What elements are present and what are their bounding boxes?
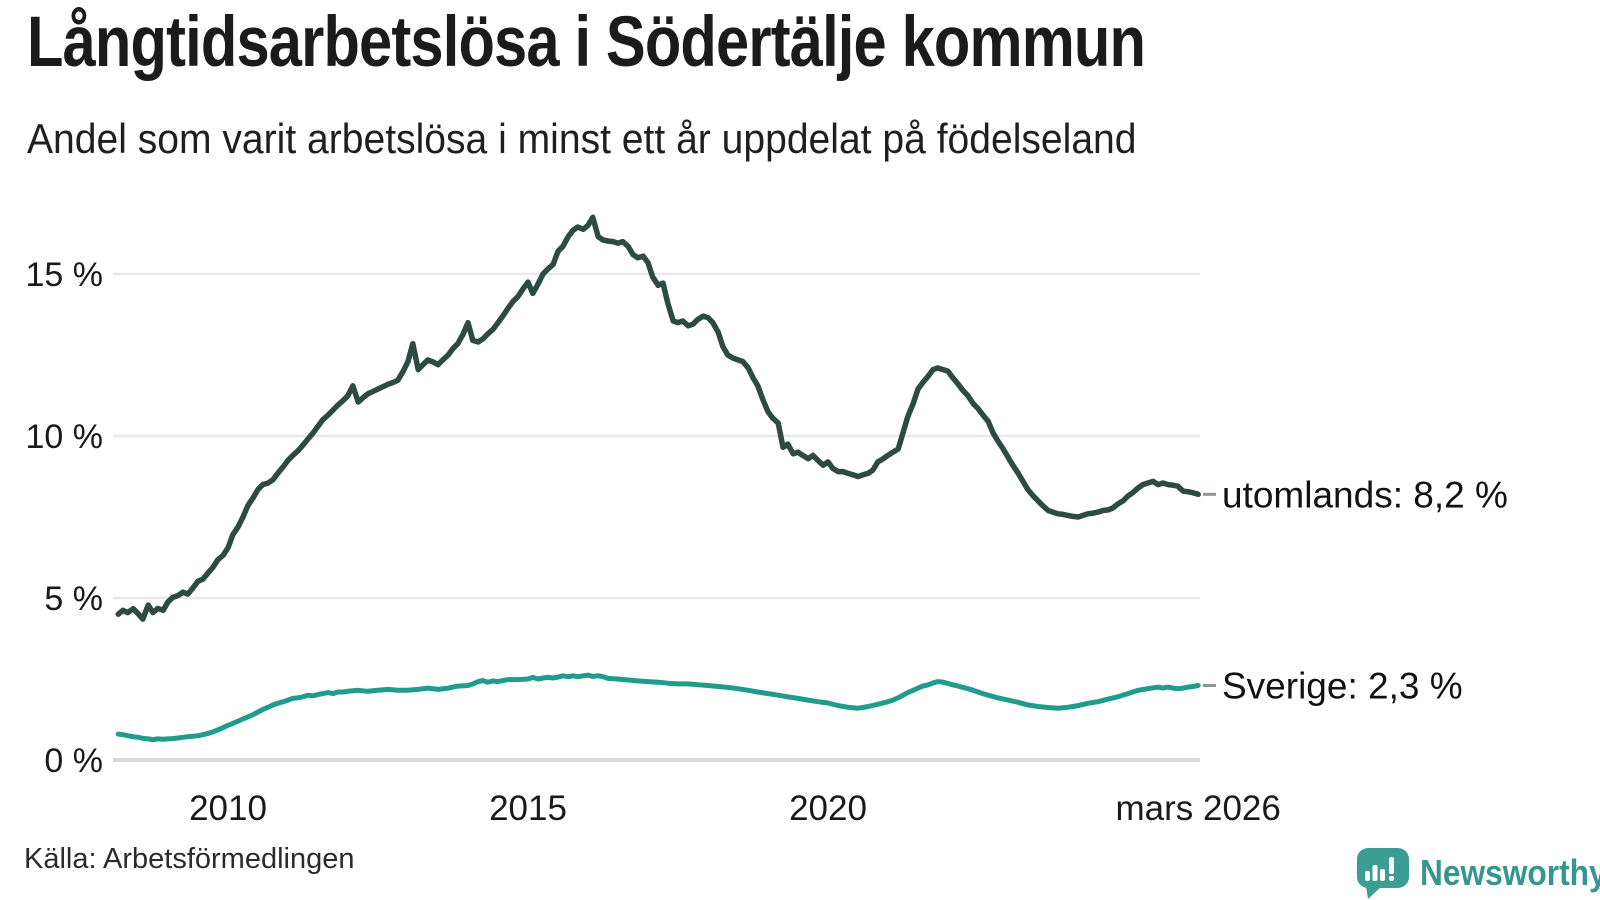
series-end-label-Sverige: Sverige: 2,3 % <box>1222 665 1463 706</box>
gridlines <box>113 272 1200 762</box>
source-text: Källa: Arbetsförmedlingen <box>24 843 355 875</box>
x-tick-label: mars 2026 <box>1116 789 1281 828</box>
series-end-label-utomlands: utomlands: 8,2 % <box>1222 474 1508 515</box>
y-tick-label-10: 10 % <box>26 418 104 456</box>
y-tick-label-5: 5 % <box>44 580 103 618</box>
x-tick-label: 2015 <box>489 789 567 828</box>
x-tick-label: 2010 <box>189 789 267 828</box>
series-line-utomlands <box>115 214 1201 622</box>
speech-bubble-chart-icon <box>1357 848 1409 899</box>
newsworthy-wordmark: Newsworthy <box>1420 852 1600 893</box>
page-title: Långtidsarbetslösa i Södertälje kommun <box>27 3 1146 82</box>
series-line-Sverige <box>115 672 1201 743</box>
y-tick-label-15: 15 % <box>26 256 104 294</box>
y-tick-label-0: 0 % <box>44 742 103 780</box>
newsworthy-logo: Newsworthy <box>1356 848 1600 899</box>
x-tick-label: 2020 <box>789 789 867 828</box>
y-axis-labels: 0 % 5 % 10 % 15 % <box>26 256 104 780</box>
page-subtitle: Andel som varit arbetslösa i minst ett å… <box>27 115 1137 162</box>
series-lines <box>115 214 1201 743</box>
x-axis-labels: 2010 2015 2020 mars 2026 <box>189 789 1281 828</box>
series-end-labels: utomlands: 8,2 % Sverige: 2,3 % <box>1203 474 1508 706</box>
